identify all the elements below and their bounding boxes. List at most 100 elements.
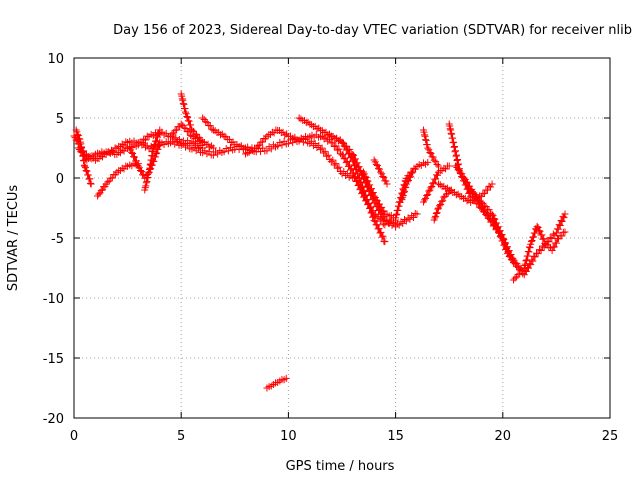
data-point <box>529 257 537 265</box>
data-point <box>430 179 438 187</box>
data-point <box>447 187 455 195</box>
data-point <box>408 169 416 177</box>
data-point <box>308 121 316 129</box>
series-track-c <box>72 126 95 188</box>
data-point <box>429 179 437 187</box>
data-point <box>74 131 82 139</box>
data-point <box>434 168 442 176</box>
series-track-e <box>126 138 164 182</box>
data-point <box>360 188 368 196</box>
data-point <box>263 132 271 140</box>
data-point <box>143 142 151 150</box>
data-point <box>528 237 536 245</box>
data-point <box>555 221 563 229</box>
data-point <box>329 133 337 141</box>
data-point <box>142 179 150 187</box>
data-point <box>145 169 153 177</box>
data-point <box>184 113 192 121</box>
data-point <box>317 133 325 141</box>
data-point <box>432 158 440 166</box>
data-point <box>371 217 379 225</box>
data-point <box>138 139 146 147</box>
data-point <box>442 185 450 193</box>
data-point <box>557 216 565 224</box>
data-point <box>536 246 544 254</box>
data-point <box>82 167 90 175</box>
data-point <box>400 187 408 195</box>
data-point <box>404 176 412 184</box>
data-point <box>278 141 286 149</box>
data-point <box>76 135 84 143</box>
data-point <box>332 160 340 168</box>
data-point <box>552 239 560 247</box>
data-point <box>199 138 207 146</box>
y-tick-label: 5 <box>56 112 64 127</box>
y-tick-label: 10 <box>47 52 64 67</box>
data-point <box>402 217 410 225</box>
data-point <box>156 126 164 134</box>
data-point <box>180 124 188 132</box>
data-point <box>394 206 402 214</box>
data-point <box>122 138 130 146</box>
data-point <box>197 137 205 145</box>
data-point <box>281 131 289 139</box>
series-track-x <box>263 374 290 392</box>
data-point <box>120 147 128 155</box>
data-point <box>422 136 430 144</box>
data-point <box>143 178 151 186</box>
data-points <box>70 90 569 392</box>
data-point <box>386 218 394 226</box>
data-point <box>380 173 388 181</box>
data-point <box>350 161 358 169</box>
data-point <box>382 177 390 185</box>
data-point <box>118 140 126 148</box>
data-point <box>534 224 542 232</box>
data-point <box>321 148 329 156</box>
data-point <box>355 174 363 182</box>
data-point <box>560 214 568 222</box>
data-point <box>97 186 105 194</box>
data-point <box>434 171 442 179</box>
data-point <box>179 100 187 108</box>
data-point <box>357 178 365 186</box>
data-point <box>376 165 384 173</box>
data-point <box>534 250 542 258</box>
data-point <box>531 229 539 237</box>
data-point <box>372 160 380 168</box>
x-axis-label: GPS time / hours <box>286 459 395 474</box>
data-point <box>527 238 535 246</box>
data-point <box>550 243 558 251</box>
y-axis-label: SDTVAR / TECUs <box>6 185 21 292</box>
data-point <box>470 190 478 198</box>
data-point <box>362 192 370 200</box>
data-point <box>489 212 497 220</box>
data-point <box>177 120 185 128</box>
data-point <box>482 210 490 218</box>
data-point <box>132 157 140 165</box>
data-point <box>488 180 496 188</box>
data-point <box>70 132 78 140</box>
data-point <box>150 142 158 150</box>
data-point <box>521 260 529 268</box>
data-point <box>370 192 378 200</box>
data-point <box>118 164 126 172</box>
data-point <box>369 189 377 197</box>
data-point <box>523 256 531 264</box>
data-point <box>356 174 364 182</box>
data-point <box>503 243 511 251</box>
series-track-f <box>141 126 164 194</box>
data-point <box>225 135 233 143</box>
data-point <box>335 145 343 153</box>
data-point <box>409 168 417 176</box>
data-point <box>424 158 432 166</box>
data-point <box>359 168 367 176</box>
data-point <box>242 150 250 158</box>
data-point <box>556 221 564 229</box>
data-point <box>500 236 508 244</box>
series-track-h <box>177 90 207 146</box>
data-point <box>128 148 136 156</box>
data-point <box>131 153 139 161</box>
data-point <box>524 252 532 260</box>
data-point <box>494 223 502 231</box>
data-point <box>186 121 194 129</box>
